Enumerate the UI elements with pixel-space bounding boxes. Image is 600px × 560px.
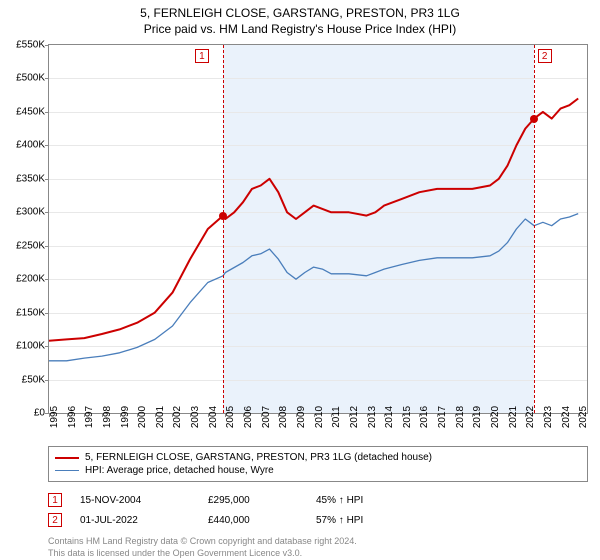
x-axis-label: 2006 [243,406,254,428]
legend: 5, FERNLEIGH CLOSE, GARSTANG, PRESTON, P… [48,446,588,482]
sale-pct: 45% ↑ HPI [316,495,406,506]
x-axis-label: 2011 [331,406,342,428]
sale-pct: 57% ↑ HPI [316,515,406,526]
x-axis-label: 2001 [155,406,166,428]
sale-marker-icon: 1 [48,493,62,507]
x-axis-label: 1998 [102,406,113,428]
y-axis-label: £400K [16,140,45,151]
chart-plot-area: £0£50K£100K£150K£200K£250K£300K£350K£400… [48,44,588,414]
y-axis-label: £0 [34,408,45,419]
x-axis-label: 2016 [419,406,430,428]
sale-row: 1 15-NOV-2004 £295,000 45% ↑ HPI [48,490,588,510]
x-axis-label: 2007 [261,406,272,428]
x-axis-label: 1996 [67,406,78,428]
y-axis-label: £500K [16,73,45,84]
sale-price: £295,000 [208,495,298,506]
x-axis-label: 2018 [455,406,466,428]
sale-date: 15-NOV-2004 [80,495,190,506]
chart-container: 5, FERNLEIGH CLOSE, GARSTANG, PRESTON, P… [0,0,600,560]
sale-row: 2 01-JUL-2022 £440,000 57% ↑ HPI [48,510,588,530]
x-axis-label: 2013 [367,406,378,428]
x-axis-label: 2017 [437,406,448,428]
x-axis-label: 2004 [208,406,219,428]
chart-svg [49,45,587,413]
x-axis-label: 2014 [384,406,395,428]
x-axis-label: 1997 [84,406,95,428]
footer-line: Contains HM Land Registry data © Crown c… [48,536,588,548]
y-axis-label: £200K [16,274,45,285]
x-axis-label: 2015 [402,406,413,428]
title-block: 5, FERNLEIGH CLOSE, GARSTANG, PRESTON, P… [0,0,600,36]
y-axis-label: £250K [16,240,45,251]
x-axis-label: 2020 [490,406,501,428]
legend-item: HPI: Average price, detached house, Wyre [55,464,581,477]
legend-label: HPI: Average price, detached house, Wyre [85,465,274,476]
y-axis-label: £350K [16,173,45,184]
y-axis-label: £450K [16,106,45,117]
legend-label: 5, FERNLEIGH CLOSE, GARSTANG, PRESTON, P… [85,452,432,463]
sale-price: £440,000 [208,515,298,526]
y-axis-label: £150K [16,307,45,318]
footer-attribution: Contains HM Land Registry data © Crown c… [48,536,588,559]
x-axis-label: 2023 [543,406,554,428]
x-axis-label: 2000 [137,406,148,428]
x-axis-label: 2009 [296,406,307,428]
x-axis-label: 2025 [578,406,589,428]
x-axis-label: 2021 [508,406,519,428]
x-axis-label: 2019 [472,406,483,428]
title-main: 5, FERNLEIGH CLOSE, GARSTANG, PRESTON, P… [0,6,600,20]
sale-date: 01-JUL-2022 [80,515,190,526]
x-axis-label: 2010 [314,406,325,428]
sale-marker-chart: 2 [538,49,552,63]
y-axis-label: £300K [16,207,45,218]
x-axis-label: 2005 [225,406,236,428]
legend-swatch-blue [55,470,79,471]
x-axis-label: 2012 [349,406,360,428]
x-axis-label: 2002 [172,406,183,428]
x-axis-label: 2024 [561,406,572,428]
legend-swatch-red [55,457,79,459]
x-axis-label: 1999 [120,406,131,428]
sale-marker-icon: 2 [48,513,62,527]
x-axis-label: 1995 [49,406,60,428]
y-axis-label: £100K [16,341,45,352]
sale-marker-chart: 1 [195,49,209,63]
x-axis-label: 2008 [278,406,289,428]
legend-item: 5, FERNLEIGH CLOSE, GARSTANG, PRESTON, P… [55,451,581,464]
title-sub: Price paid vs. HM Land Registry's House … [0,22,600,36]
sale-events: 1 15-NOV-2004 £295,000 45% ↑ HPI 2 01-JU… [48,490,588,530]
x-axis-label: 2003 [190,406,201,428]
y-axis-label: £50K [22,374,45,385]
y-axis-label: £550K [16,40,45,51]
footer-line: This data is licensed under the Open Gov… [48,548,588,560]
